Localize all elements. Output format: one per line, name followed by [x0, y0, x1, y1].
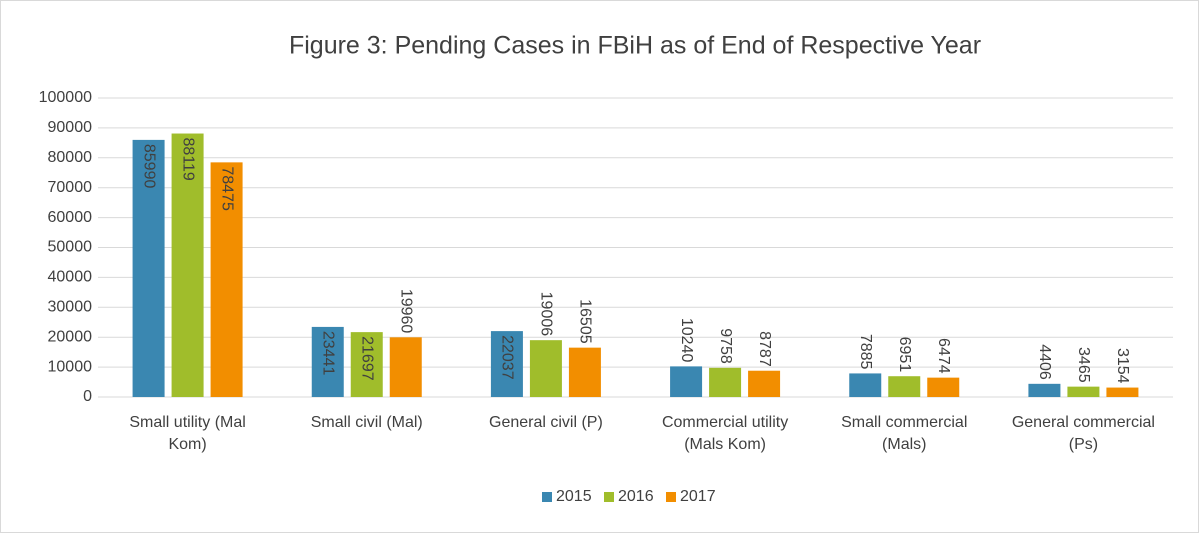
data-label: 4406: [1036, 344, 1053, 380]
data-label: 10240: [678, 318, 695, 363]
bar: [311, 326, 344, 397]
data-label: 16505: [577, 299, 594, 344]
legend-swatch: [604, 492, 614, 502]
y-tick-label: 70000: [48, 179, 93, 196]
data-label: 19006: [538, 292, 555, 337]
y-tick-label: 30000: [48, 299, 93, 316]
y-tick-label: 50000: [48, 239, 93, 256]
x-tick-label: Small civil (Mal): [311, 414, 423, 431]
bar: [350, 332, 383, 397]
bar: [389, 337, 422, 397]
bar: [670, 366, 703, 397]
data-label: 85990: [140, 144, 157, 189]
legend-label: 2017: [680, 488, 716, 505]
y-tick-label: 100000: [39, 89, 92, 106]
bar: [529, 340, 562, 397]
legend-label: 2015: [556, 488, 592, 505]
chart-title: Figure 3: Pending Cases in FBiH as of En…: [289, 32, 981, 60]
bar: [1028, 383, 1061, 397]
legend-swatch: [542, 492, 552, 502]
data-label: 6951: [896, 337, 913, 373]
data-label: 78475: [218, 166, 235, 211]
y-tick-label: 10000: [48, 358, 93, 375]
data-label: 23441: [320, 331, 337, 376]
bar: [171, 133, 204, 398]
data-label: 22037: [499, 335, 516, 380]
x-tick-label: Commercial utility (Mals Kom): [662, 414, 788, 453]
data-label: 8787: [756, 331, 773, 367]
data-label: 3465: [1075, 347, 1092, 383]
x-tick-label: Small commercial (Mals): [841, 414, 967, 453]
bar: [568, 347, 601, 397]
data-label: 21697: [359, 336, 376, 381]
y-tick-label: 90000: [48, 119, 93, 136]
x-tick-label: Small utility (Mal Kom): [129, 414, 245, 453]
bar: [132, 139, 165, 397]
x-tick-label: General commercial (Ps): [1012, 414, 1155, 453]
y-tick-label: 20000: [48, 328, 93, 345]
bar: [888, 376, 921, 397]
data-label: 19960: [398, 289, 415, 334]
y-tick-label: 40000: [48, 269, 93, 286]
x-tick-label: General civil (P): [489, 414, 603, 431]
y-tick-label: 80000: [48, 149, 93, 166]
bar: [927, 377, 960, 397]
data-label: 9758: [717, 328, 734, 364]
y-tick-label: 0: [83, 388, 92, 405]
bar: [709, 367, 742, 397]
data-label: 3154: [1114, 348, 1131, 384]
data-label: 6474: [935, 338, 952, 374]
bar: [210, 162, 243, 397]
data-label: 7885: [857, 334, 874, 370]
data-label: 88119: [179, 138, 196, 181]
y-tick-label: 60000: [48, 209, 93, 226]
legend-swatch: [666, 492, 676, 502]
bar: [490, 331, 523, 397]
bar: [1067, 386, 1100, 397]
bar: [1106, 387, 1139, 397]
legend-label: 2016: [618, 488, 654, 505]
bar: [849, 373, 882, 397]
bar: [748, 370, 781, 397]
